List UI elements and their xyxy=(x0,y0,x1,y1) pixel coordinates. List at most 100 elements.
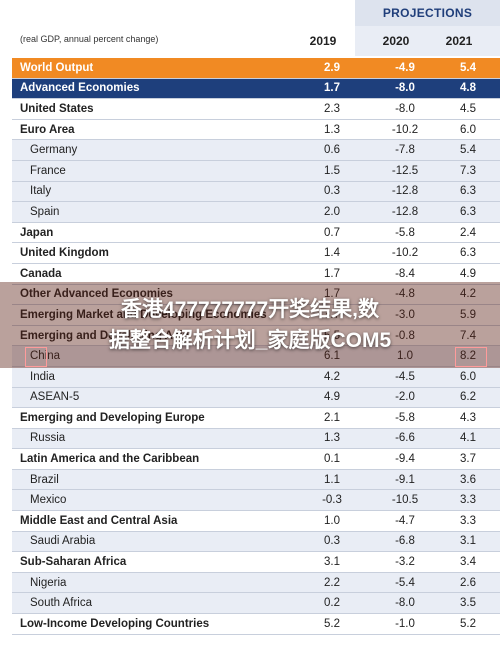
highlight-box-left xyxy=(25,347,47,367)
row-label: Sub-Saharan Africa xyxy=(20,556,127,569)
value-2019: 2.9 xyxy=(324,61,340,74)
value-2021: 3.4 xyxy=(460,556,476,569)
value-2021: 4.2 xyxy=(460,288,476,301)
row-label: ASEAN-5 xyxy=(30,391,80,404)
value-2019: 5.5 xyxy=(324,329,340,342)
table-row: Nigeria 2.2 -5.4 2.6 xyxy=(12,572,500,594)
year-2021-header: 2021 xyxy=(445,34,473,48)
row-label: France xyxy=(30,164,66,177)
year-2019-header: 2019 xyxy=(309,34,337,48)
row-label: United Kingdom xyxy=(20,247,109,260)
table-row: Saudi Arabia 0.3 -6.8 3.1 xyxy=(12,531,500,553)
table-row: United States 2.3 -8.0 4.5 xyxy=(12,99,500,120)
value-2021: 5.4 xyxy=(460,61,476,74)
table-row: United Kingdom 1.4 -10.2 6.3 xyxy=(12,243,500,264)
value-2021: 6.3 xyxy=(460,247,476,260)
row-label: Euro Area xyxy=(20,123,75,136)
value-2019: 0.3 xyxy=(324,185,340,198)
value-2020: -12.5 xyxy=(391,164,419,177)
value-2020: -4.8 xyxy=(395,288,415,301)
value-2020: -5.8 xyxy=(395,411,415,424)
growth-table: World Output 2.9 -4.9 5.4 Advanced Economies… xyxy=(12,58,500,635)
watermark-line-1: 香港477777777开奖结果,数 xyxy=(121,298,379,321)
value-2020: -5.8 xyxy=(395,226,415,239)
highlight-box-right xyxy=(455,347,487,367)
value-2020: -8.4 xyxy=(395,267,415,280)
value-2021: 3.3 xyxy=(460,494,476,507)
row-label: Middle East and Central Asia xyxy=(20,514,178,527)
watermark-band xyxy=(0,282,500,368)
value-2020: -3.2 xyxy=(395,556,415,569)
value-2021: 5.4 xyxy=(460,144,476,157)
value-2019: 1.4 xyxy=(324,247,340,260)
value-2019: 1.0 xyxy=(324,514,340,527)
row-label: Low-Income Developing Countries xyxy=(20,617,210,630)
table-row: Advanced Economies 1.7 -8.0 4.8 xyxy=(12,78,500,100)
value-2020: -8.0 xyxy=(395,102,415,115)
value-2019: 3.1 xyxy=(324,556,340,569)
value-2019: 2.3 xyxy=(324,102,340,115)
row-label: Other Advanced Economies xyxy=(20,288,173,301)
year-2020-header: 2020 xyxy=(382,34,410,48)
row-label: Brazil xyxy=(30,473,59,486)
row-label: Saudi Arabia xyxy=(30,535,96,548)
value-2019: 0.7 xyxy=(324,226,340,239)
value-2020: -0.8 xyxy=(395,329,415,342)
value-2019: 0.6 xyxy=(324,144,340,157)
value-2020: -9.1 xyxy=(395,473,415,486)
value-2021: 3.5 xyxy=(460,597,476,610)
value-2020: 1.0 xyxy=(397,350,413,363)
value-2021: 3.7 xyxy=(460,453,476,466)
table-row: India 4.2 -4.5 6.0 xyxy=(12,366,500,388)
row-label: Mexico xyxy=(30,494,67,507)
row-label: Italy xyxy=(30,185,52,198)
value-2019: 0.3 xyxy=(324,535,340,548)
row-label: Germany xyxy=(30,144,78,157)
value-2020: -8.0 xyxy=(395,82,415,95)
value-2020: -10.5 xyxy=(391,494,419,507)
table-row: Spain 2.0 -12.8 6.3 xyxy=(12,202,500,223)
table-row: Brazil 1.1 -9.1 3.6 xyxy=(12,469,500,491)
table-row: Other Advanced Economies 1.7 -4.8 4.2 xyxy=(12,285,500,306)
value-2019: 6.1 xyxy=(324,350,340,363)
value-2020: -10.2 xyxy=(391,123,419,136)
row-label: Emerging Market and Developing Economies xyxy=(20,308,267,321)
value-2019: 1.3 xyxy=(324,432,340,445)
value-2021: 7.4 xyxy=(460,329,476,342)
value-2021: 8.2 xyxy=(460,350,476,363)
value-2021: 2.4 xyxy=(460,226,476,239)
value-2021: 4.5 xyxy=(460,102,476,115)
table-row: China 6.1 1.0 8.2 xyxy=(12,346,500,367)
row-label: India xyxy=(30,370,55,383)
table-row: Emerging and Developing Asia 5.5 -0.8 7.4 xyxy=(12,326,500,347)
value-2019: 4.9 xyxy=(324,391,340,404)
value-2019: 1.1 xyxy=(324,473,340,486)
value-2020: -12.8 xyxy=(391,185,419,198)
table-row: Middle East and Central Asia 1.0 -4.7 3.3 xyxy=(12,511,500,532)
table-row: ASEAN-5 4.9 -2.0 6.2 xyxy=(12,387,500,409)
table-row: Italy 0.3 -12.8 6.3 xyxy=(12,181,500,203)
table-row: Japan 0.7 -5.8 2.4 xyxy=(12,223,500,244)
value-2019: 1.7 xyxy=(324,267,340,280)
value-2021: 3.6 xyxy=(460,473,476,486)
value-2020: -4.7 xyxy=(395,514,415,527)
value-2019: -0.3 xyxy=(322,494,342,507)
value-2021: 4.9 xyxy=(460,267,476,280)
table-row: Russia 1.3 -6.6 4.1 xyxy=(12,428,500,450)
table-row: Low-Income Developing Countries 5.2 -1.0 5.… xyxy=(12,614,500,635)
watermark-line-2: 据整合解析计划_家庭版COM5 xyxy=(108,329,392,352)
value-2019: 2.1 xyxy=(324,411,340,424)
value-2019: 2.2 xyxy=(324,576,340,589)
table-row: Sub-Saharan Africa 3.1 -3.2 3.4 xyxy=(12,552,500,573)
table-row: Germany 0.6 -7.8 5.4 xyxy=(12,140,500,161)
table-row: Canada 1.7 -8.4 4.9 xyxy=(12,264,500,285)
row-label: Canada xyxy=(20,267,62,280)
table-row: World Output 2.9 -4.9 5.4 xyxy=(12,58,500,79)
value-2020: -10.2 xyxy=(391,247,419,260)
value-2020: -4.9 xyxy=(395,61,415,74)
table-row: Mexico -0.3 -10.5 3.3 xyxy=(12,490,500,512)
value-2020: -2.0 xyxy=(395,391,415,404)
value-2019: 4.2 xyxy=(324,370,340,383)
value-2020: -7.8 xyxy=(395,144,415,157)
table-row: South Africa 0.2 -8.0 3.5 xyxy=(12,593,500,615)
